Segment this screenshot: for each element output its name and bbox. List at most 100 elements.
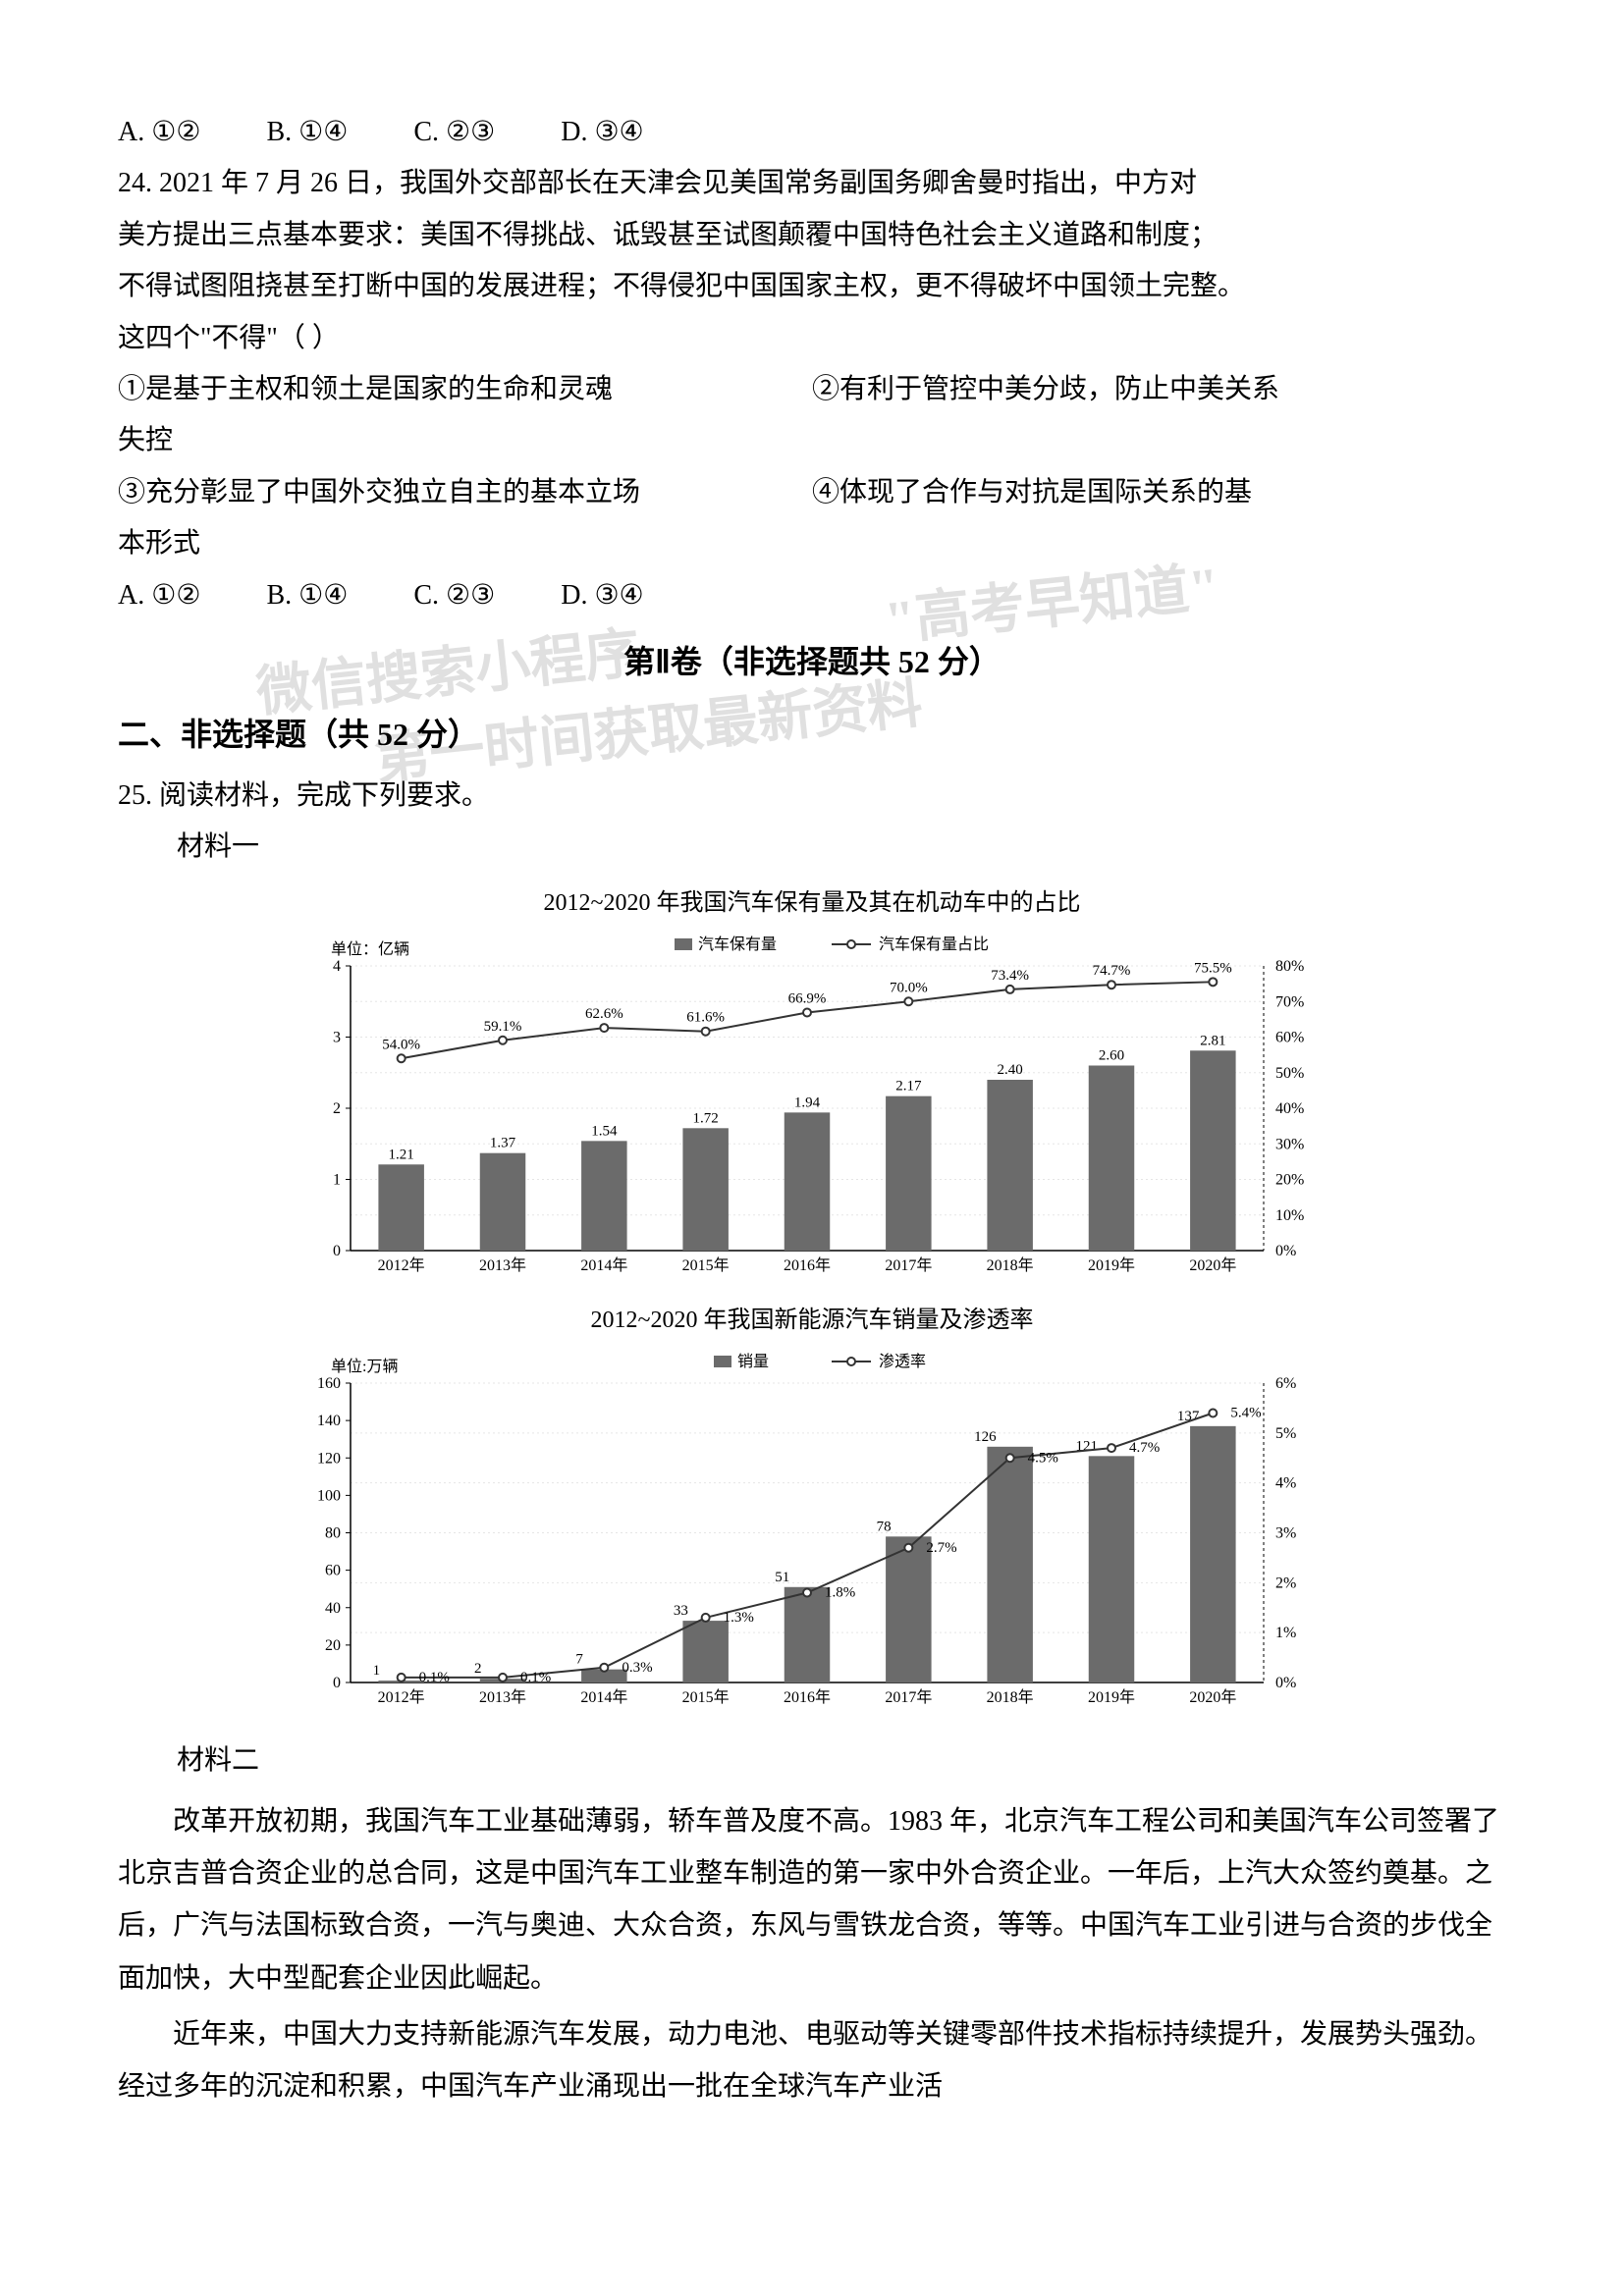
svg-text:2: 2 xyxy=(333,1100,341,1117)
svg-text:20%: 20% xyxy=(1275,1171,1304,1188)
svg-text:2012年: 2012年 xyxy=(378,1688,425,1706)
svg-text:2017年: 2017年 xyxy=(885,1256,932,1274)
svg-text:75.5%: 75.5% xyxy=(1194,960,1232,976)
q24-opt3: ③充分彰显了中国外交独立自主的基本立场 xyxy=(118,468,785,517)
svg-text:2014年: 2014年 xyxy=(580,1256,627,1274)
q25-material1-label: 材料一 xyxy=(177,823,1506,872)
svg-text:2014年: 2014年 xyxy=(580,1688,627,1706)
svg-text:100: 100 xyxy=(317,1487,341,1504)
svg-text:6%: 6% xyxy=(1275,1375,1296,1392)
svg-text:2017年: 2017年 xyxy=(885,1688,932,1706)
svg-text:0%: 0% xyxy=(1275,1243,1296,1259)
svg-text:2: 2 xyxy=(474,1661,482,1677)
svg-text:51: 51 xyxy=(775,1569,789,1584)
q23-options: A. ①② B. ①④ C. ②③ D. ③④ xyxy=(118,108,1506,157)
svg-text:2012年: 2012年 xyxy=(378,1256,425,1274)
svg-text:1.37: 1.37 xyxy=(490,1135,516,1150)
svg-text:70%: 70% xyxy=(1275,993,1304,1010)
m2-p1-l5: 企业因此崛起。 xyxy=(365,1963,558,1994)
q24-opts-row2: ③充分彰显了中国外交独立自主的基本立场 ④体现了合作与对抗是国际关系的基 xyxy=(118,468,1506,519)
chart1-container: 2012~2020 年我国汽车保有量及其在机动车中的占比 单位：亿辆汽车保有量汽… xyxy=(272,882,1352,1736)
svg-text:40%: 40% xyxy=(1275,1100,1304,1117)
svg-text:渗透率: 渗透率 xyxy=(879,1353,926,1370)
svg-text:2019年: 2019年 xyxy=(1088,1688,1135,1706)
svg-text:74.7%: 74.7% xyxy=(1093,963,1131,979)
svg-text:2.81: 2.81 xyxy=(1200,1033,1225,1048)
svg-text:40: 40 xyxy=(325,1599,341,1616)
svg-text:2.7%: 2.7% xyxy=(926,1539,956,1555)
m2-p2: 近年来，中国大力支持新能源汽车发展，动力电池、电驱动等关键零部件技术指标持续提升… xyxy=(118,2008,1506,2112)
svg-text:160: 160 xyxy=(317,1375,341,1392)
svg-text:0%: 0% xyxy=(1275,1675,1296,1691)
q24-stem-l3: 不得试图阻挠甚至打断中国的发展进程；不得侵犯中国国家主权，更不得破坏中国领土完整… xyxy=(118,262,1506,311)
svg-text:2018年: 2018年 xyxy=(987,1688,1034,1706)
svg-text:10%: 10% xyxy=(1275,1206,1304,1223)
chart2-svg: 单位:万辆销量渗透率0204060801001201401600%1%2%3%4… xyxy=(272,1344,1352,1736)
svg-text:120: 120 xyxy=(317,1450,341,1467)
q24-opt1: ①是基于主权和领土是国家的生命和灵魂 xyxy=(118,365,785,414)
q24-opt2: ②有利于管控中美分歧，防止中美关系 xyxy=(812,365,1506,414)
q23-option-b: B. ①④ xyxy=(266,108,348,157)
q24-opts-row1: ①是基于主权和领土是国家的生命和灵魂 ②有利于管控中美分歧，防止中美关系 xyxy=(118,365,1506,416)
svg-text:5.4%: 5.4% xyxy=(1230,1405,1261,1420)
svg-text:1%: 1% xyxy=(1275,1625,1296,1641)
svg-text:1.94: 1.94 xyxy=(794,1095,821,1110)
svg-text:2.17: 2.17 xyxy=(895,1078,922,1094)
svg-text:单位:万辆: 单位:万辆 xyxy=(331,1358,398,1375)
svg-text:61.6%: 61.6% xyxy=(686,1009,725,1025)
svg-text:70.0%: 70.0% xyxy=(890,980,928,995)
q23-option-c: C. ②③ xyxy=(413,108,495,157)
svg-text:2020年: 2020年 xyxy=(1189,1256,1236,1274)
svg-text:80: 80 xyxy=(325,1524,341,1541)
svg-text:1: 1 xyxy=(333,1171,341,1188)
svg-text:2013年: 2013年 xyxy=(479,1688,526,1706)
svg-text:4.7%: 4.7% xyxy=(1129,1440,1160,1456)
svg-text:0.1%: 0.1% xyxy=(520,1670,551,1685)
svg-text:62.6%: 62.6% xyxy=(585,1006,623,1022)
svg-text:3%: 3% xyxy=(1275,1524,1296,1541)
q24-stem-l4: 这四个"不得"（ ） xyxy=(118,314,1506,363)
svg-text:2020年: 2020年 xyxy=(1189,1688,1236,1706)
svg-text:33: 33 xyxy=(674,1603,688,1619)
section2-subtitle: 二、非选择题（共 52 分） xyxy=(118,703,1506,766)
svg-text:126: 126 xyxy=(974,1429,997,1445)
m2-p2-l1: 近年来，中国大力支持新能源汽车发展，动力电池、电驱动等关键零部件技术指标持续 xyxy=(173,2019,1218,2050)
svg-text:140: 140 xyxy=(317,1413,341,1429)
q24-choice-a: A. ①② xyxy=(118,571,200,620)
svg-text:2015年: 2015年 xyxy=(682,1688,730,1706)
svg-text:2016年: 2016年 xyxy=(784,1256,831,1274)
q24-stem-l1: 24. 2021 年 7 月 26 日，我国外交部部长在天津会见美国常务副国务卿… xyxy=(118,159,1506,208)
svg-text:汽车保有量占比: 汽车保有量占比 xyxy=(879,935,989,953)
q24-choice-c: C. ②③ xyxy=(413,571,495,620)
svg-text:单位：亿辆: 单位：亿辆 xyxy=(331,940,409,958)
q24-choice-b: B. ①④ xyxy=(266,571,348,620)
svg-text:50%: 50% xyxy=(1275,1064,1304,1081)
svg-text:60%: 60% xyxy=(1275,1029,1304,1045)
svg-text:2018年: 2018年 xyxy=(987,1256,1034,1274)
svg-text:73.4%: 73.4% xyxy=(991,968,1029,984)
svg-text:2.40: 2.40 xyxy=(998,1062,1023,1078)
svg-text:20: 20 xyxy=(325,1637,341,1654)
svg-text:1.72: 1.72 xyxy=(693,1110,719,1126)
q25-stem: 25. 阅读材料，完成下列要求。 xyxy=(118,772,1506,821)
q23-option-a: A. ①② xyxy=(118,108,200,157)
q24-opt4-cont: 本形式 xyxy=(118,519,1506,568)
svg-text:80%: 80% xyxy=(1275,958,1304,975)
svg-text:4%: 4% xyxy=(1275,1474,1296,1491)
svg-text:1.8%: 1.8% xyxy=(825,1584,855,1600)
svg-text:66.9%: 66.9% xyxy=(788,990,827,1006)
svg-text:0: 0 xyxy=(333,1675,341,1691)
svg-text:2016年: 2016年 xyxy=(784,1688,831,1706)
svg-text:销量: 销量 xyxy=(737,1353,769,1370)
svg-text:汽车保有量: 汽车保有量 xyxy=(698,935,777,953)
svg-text:2013年: 2013年 xyxy=(479,1256,526,1274)
q24-choices: A. ①② B. ①④ C. ②③ D. ③④ xyxy=(118,571,1506,620)
svg-text:78: 78 xyxy=(877,1519,892,1534)
svg-text:1: 1 xyxy=(373,1663,381,1679)
q24-opt2-cont: 失控 xyxy=(118,416,1506,465)
svg-text:7: 7 xyxy=(575,1651,583,1667)
q24-stem-l2: 美方提出三点基本要求：美国不得挑战、诋毁甚至试图颠覆中国特色社会主义道路和制度； xyxy=(118,211,1506,260)
q23-option-d: D. ③④ xyxy=(561,108,643,157)
svg-text:1.3%: 1.3% xyxy=(724,1610,754,1626)
svg-text:4.5%: 4.5% xyxy=(1028,1450,1058,1466)
